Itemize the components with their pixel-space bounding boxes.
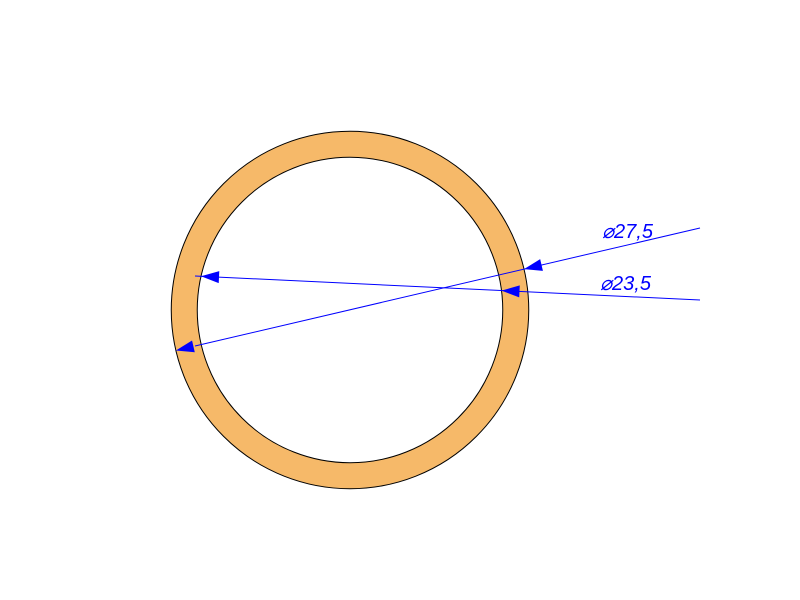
dimension-arrowhead bbox=[524, 259, 543, 271]
dimension-label-inner: ⌀23,5 bbox=[600, 273, 652, 295]
drawing-canvas: ⌀27,5 ⌀23,5 bbox=[0, 0, 800, 600]
dimension-arrowhead bbox=[201, 271, 219, 283]
technical-drawing-svg: ⌀27,5 ⌀23,5 bbox=[0, 0, 800, 600]
dimension-label-outer: ⌀27,5 bbox=[602, 221, 654, 243]
